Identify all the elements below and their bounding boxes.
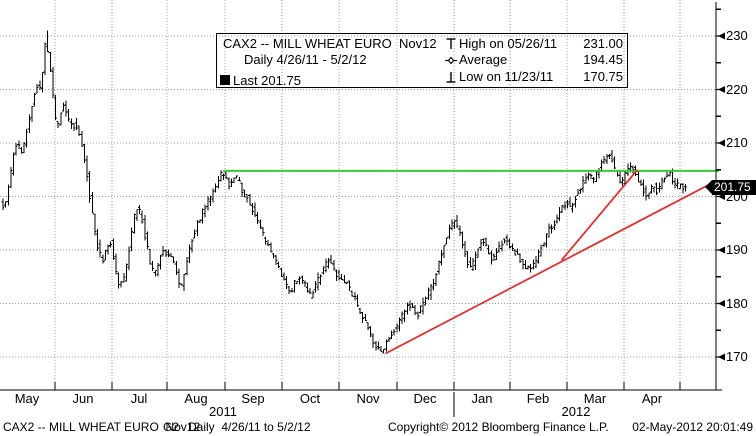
last-price-badge: 201.75 bbox=[705, 180, 756, 195]
legend-avg-label: Average bbox=[459, 52, 508, 67]
chart-legend-box: CAX2 -- MILL WHEAT EURO Nov12 Daily 4/26… bbox=[216, 33, 628, 88]
legend-title: CAX2 -- MILL WHEAT EURO Nov12 bbox=[223, 36, 437, 51]
legend-low-value: 170.75 bbox=[583, 69, 623, 84]
status-bar: CAX2 -- MILL WHEAT EURO Nov12 G2 Daily 4… bbox=[0, 419, 756, 436]
last-marker-icon bbox=[220, 75, 230, 85]
status-security: CAX2 -- MILL WHEAT EURO Nov12 bbox=[3, 420, 201, 434]
price-chart-canvas[interactable] bbox=[0, 0, 756, 418]
legend-avg-value: 194.45 bbox=[583, 52, 623, 67]
trend-line-2 bbox=[561, 169, 638, 261]
status-screen: G2 bbox=[163, 420, 180, 434]
high-marker-icon bbox=[446, 38, 456, 49]
average-marker-icon bbox=[445, 56, 457, 65]
legend-subtitle: Daily 4/26/11 - 5/2/12 bbox=[244, 52, 367, 67]
legend-last: Last 201.75 bbox=[233, 73, 301, 88]
low-marker-icon bbox=[446, 72, 456, 83]
trend-line-1 bbox=[385, 180, 717, 355]
legend-low-label: Low on 11/23/11 bbox=[459, 69, 554, 84]
status-datetime: 02-May-2012 20:01:49 bbox=[632, 420, 753, 434]
status-period: Daily 4/26/11 to 5/2/12 bbox=[188, 420, 311, 434]
legend-high-value: 231.00 bbox=[583, 36, 623, 51]
status-copyright: Copyright© 2012 Bloomberg Finance L.P. bbox=[388, 420, 609, 434]
legend-high-label: High on 05/26/11 bbox=[459, 36, 558, 51]
